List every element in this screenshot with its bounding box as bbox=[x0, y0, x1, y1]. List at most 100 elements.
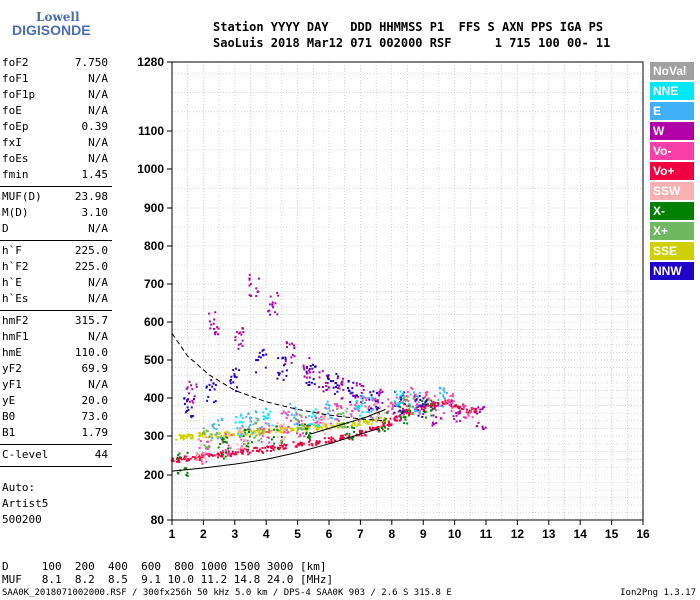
data-point bbox=[344, 433, 347, 436]
data-point bbox=[248, 451, 251, 454]
legend-item-sse: SSE bbox=[650, 242, 694, 260]
x-tick-label: 7 bbox=[357, 527, 364, 541]
data-point bbox=[184, 455, 187, 458]
data-point bbox=[325, 423, 328, 426]
data-point bbox=[189, 434, 192, 437]
data-point bbox=[435, 422, 438, 425]
param-label: hmF1 bbox=[2, 330, 29, 343]
data-point bbox=[332, 409, 335, 412]
data-point bbox=[481, 425, 484, 428]
data-point bbox=[402, 416, 405, 419]
data-point bbox=[186, 386, 189, 389]
data-point bbox=[238, 428, 241, 431]
data-point bbox=[210, 323, 213, 326]
data-point bbox=[407, 400, 410, 403]
data-point bbox=[375, 411, 378, 414]
data-point bbox=[212, 382, 215, 385]
data-point bbox=[178, 456, 181, 459]
data-point bbox=[195, 383, 198, 386]
data-point bbox=[339, 437, 342, 440]
data-point bbox=[425, 400, 428, 403]
param-row-fxi: fxI N/A bbox=[2, 136, 108, 152]
data-point bbox=[305, 424, 308, 427]
data-point bbox=[327, 377, 330, 380]
data-point bbox=[335, 418, 338, 421]
data-point bbox=[267, 417, 270, 420]
data-point bbox=[257, 277, 260, 280]
data-point bbox=[293, 346, 296, 349]
data-point bbox=[401, 407, 404, 410]
data-point bbox=[371, 416, 374, 419]
data-point bbox=[357, 423, 360, 426]
data-point bbox=[294, 408, 297, 411]
data-point bbox=[188, 392, 191, 395]
data-point bbox=[374, 397, 377, 400]
data-point bbox=[320, 415, 323, 418]
data-point bbox=[336, 418, 339, 421]
data-point bbox=[426, 403, 429, 406]
data-point bbox=[203, 432, 206, 435]
data-point bbox=[190, 415, 193, 418]
param-value: 23.98 bbox=[74, 190, 108, 203]
data-point bbox=[214, 311, 217, 314]
data-point bbox=[279, 440, 282, 443]
data-point bbox=[364, 434, 367, 437]
data-point bbox=[268, 424, 271, 427]
data-point bbox=[345, 410, 348, 413]
data-point bbox=[221, 455, 224, 458]
data-point bbox=[361, 397, 364, 400]
data-point bbox=[223, 435, 226, 438]
data-point bbox=[446, 402, 449, 405]
data-point bbox=[235, 415, 238, 418]
data-point bbox=[183, 457, 186, 460]
data-point bbox=[402, 392, 405, 395]
data-point bbox=[383, 424, 386, 427]
data-point bbox=[242, 435, 245, 438]
data-point bbox=[402, 399, 405, 402]
data-point bbox=[431, 424, 434, 427]
data-point bbox=[376, 420, 379, 423]
data-point bbox=[262, 432, 265, 435]
data-point bbox=[199, 440, 202, 443]
param-value: 69.9 bbox=[81, 362, 109, 375]
data-point bbox=[241, 344, 244, 347]
param-separator bbox=[0, 310, 112, 311]
data-point bbox=[201, 462, 204, 465]
data-point bbox=[417, 414, 420, 417]
data-point bbox=[241, 339, 244, 342]
data-point bbox=[368, 426, 371, 429]
data-point bbox=[336, 407, 339, 410]
data-point bbox=[353, 427, 356, 430]
data-point bbox=[329, 380, 332, 383]
data-point bbox=[300, 424, 303, 427]
data-point bbox=[358, 383, 361, 386]
data-point bbox=[281, 370, 284, 373]
data-point bbox=[203, 433, 206, 436]
param-label: M(D) bbox=[2, 206, 29, 219]
data-point bbox=[259, 428, 262, 431]
data-point bbox=[351, 421, 354, 424]
data-point bbox=[193, 456, 196, 459]
data-point bbox=[178, 433, 181, 436]
data-point bbox=[472, 407, 475, 410]
data-point bbox=[269, 410, 272, 413]
data-point bbox=[312, 411, 315, 414]
data-point bbox=[327, 412, 330, 415]
data-point bbox=[290, 413, 293, 416]
data-point bbox=[337, 413, 340, 416]
data-point bbox=[380, 426, 383, 429]
data-point bbox=[211, 385, 214, 388]
data-point bbox=[270, 447, 273, 450]
data-point bbox=[323, 432, 326, 435]
param-label: foF1p bbox=[2, 88, 36, 101]
data-point bbox=[381, 428, 384, 431]
data-point bbox=[376, 408, 379, 411]
data-point bbox=[281, 412, 284, 415]
param-row-hmf2: hmF2 315.7 bbox=[2, 314, 108, 330]
data-point bbox=[322, 390, 325, 393]
param-label: foF1 bbox=[2, 72, 29, 85]
data-point bbox=[431, 408, 434, 411]
data-point bbox=[177, 472, 180, 475]
data-point bbox=[315, 441, 318, 444]
data-point bbox=[458, 412, 461, 415]
